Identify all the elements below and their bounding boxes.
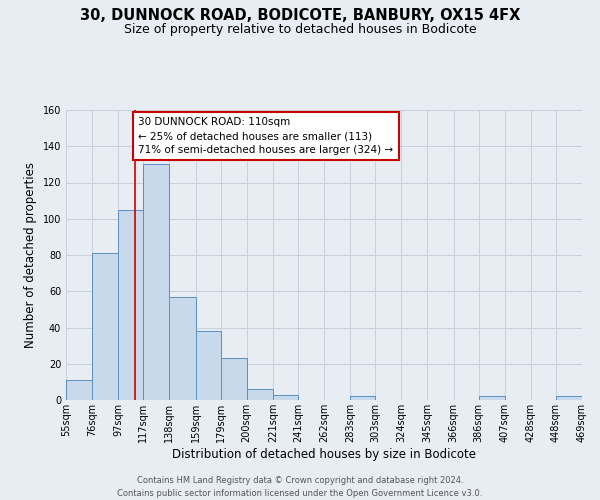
Bar [247,389,273,400]
Bar [66,380,92,400]
Bar [169,296,196,400]
Text: Size of property relative to detached houses in Bodicote: Size of property relative to detached ho… [124,22,476,36]
Text: 30 DUNNOCK ROAD: 110sqm
← 25% of detached houses are smaller (113)
71% of semi-d: 30 DUNNOCK ROAD: 110sqm ← 25% of detache… [138,117,394,155]
Bar [479,396,505,400]
Bar [143,164,169,400]
Bar [196,331,221,400]
Bar [118,210,143,400]
Text: Contains HM Land Registry data © Crown copyright and database right 2024.
Contai: Contains HM Land Registry data © Crown c… [118,476,482,498]
Text: 30, DUNNOCK ROAD, BODICOTE, BANBURY, OX15 4FX: 30, DUNNOCK ROAD, BODICOTE, BANBURY, OX1… [80,8,520,22]
Bar [556,396,582,400]
Bar [221,358,247,400]
Bar [273,394,298,400]
Y-axis label: Number of detached properties: Number of detached properties [24,162,37,348]
X-axis label: Distribution of detached houses by size in Bodicote: Distribution of detached houses by size … [172,448,476,460]
Bar [92,253,118,400]
Bar [350,396,375,400]
